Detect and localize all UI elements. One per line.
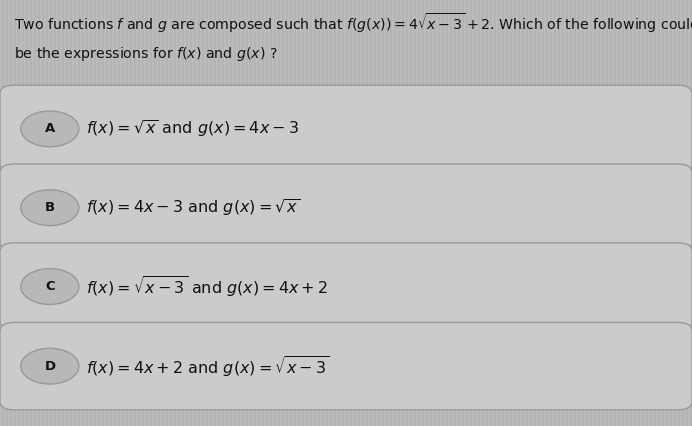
Text: D: D — [44, 360, 55, 373]
Text: C: C — [45, 280, 55, 293]
Text: $f(x) = 4x+2$ and $g(x) = \sqrt{x-3}$: $f(x) = 4x+2$ and $g(x) = \sqrt{x-3}$ — [86, 354, 330, 379]
Text: $f(x) = \sqrt{x-3}$ and $g(x) = 4x+2$: $f(x) = \sqrt{x-3}$ and $g(x) = 4x+2$ — [86, 274, 328, 299]
FancyBboxPatch shape — [0, 322, 692, 410]
Text: $f(x) = \sqrt{x}$ and $g(x) = 4x-3$: $f(x) = \sqrt{x}$ and $g(x) = 4x-3$ — [86, 118, 300, 139]
Circle shape — [21, 111, 79, 147]
Circle shape — [21, 268, 79, 304]
Text: be the expressions for $f(x)$ and $g(x)$ ?: be the expressions for $f(x)$ and $g(x)$… — [14, 45, 277, 63]
FancyBboxPatch shape — [0, 164, 692, 251]
Circle shape — [21, 190, 79, 226]
Circle shape — [21, 348, 79, 384]
Text: A: A — [45, 122, 55, 135]
FancyBboxPatch shape — [0, 243, 692, 330]
Text: $f(x) = 4x-3$ and $g(x) = \sqrt{x}$: $f(x) = 4x-3$ and $g(x) = \sqrt{x}$ — [86, 197, 301, 218]
FancyBboxPatch shape — [0, 85, 692, 173]
Text: B: B — [45, 201, 55, 214]
Text: Two functions $\mathit{f}$ and $\mathit{g}$ are composed such that $f(g(x)) = 4\: Two functions $\mathit{f}$ and $\mathit{… — [14, 11, 692, 35]
